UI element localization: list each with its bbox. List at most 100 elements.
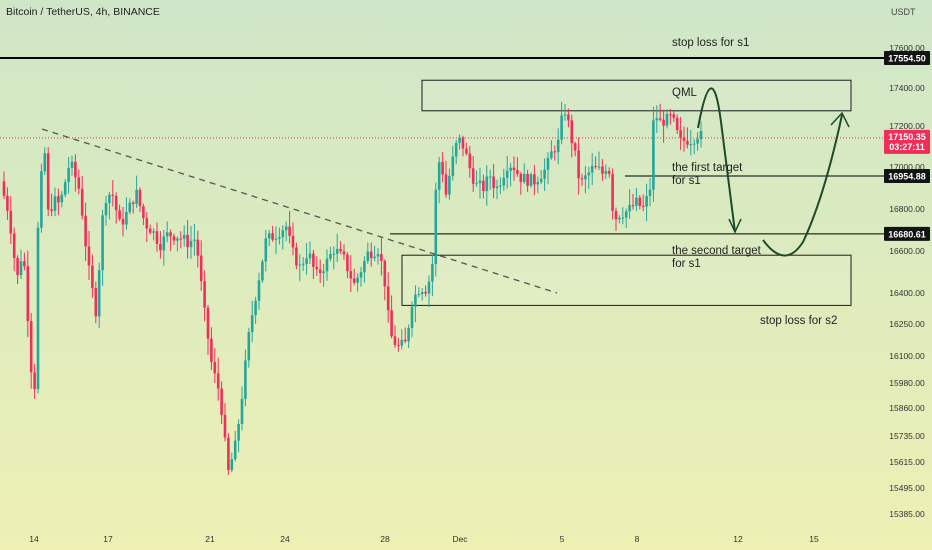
candle-body	[196, 239, 200, 256]
candle-body	[686, 140, 689, 145]
annotation-first-target: the first target	[672, 162, 743, 174]
candle-body	[376, 254, 380, 257]
candle-body	[607, 171, 611, 174]
candle-body	[393, 336, 397, 346]
level-price-label-bg	[884, 226, 930, 241]
candle-body	[356, 277, 359, 283]
candle-body	[12, 233, 16, 259]
candle-body	[213, 361, 217, 374]
candle-body	[567, 114, 570, 121]
candle-body	[121, 219, 125, 225]
candle-body	[669, 114, 672, 116]
candle-body	[611, 173, 614, 211]
candle-body	[57, 196, 60, 203]
candle-body	[176, 238, 179, 241]
candle-body	[628, 205, 631, 212]
candle-body	[179, 238, 183, 240]
annotation-first-target-sub: for s1	[672, 175, 701, 187]
candle-body	[148, 228, 152, 233]
candle-body	[322, 271, 325, 273]
candle-body	[461, 137, 465, 149]
y-tick-label: 17600.00	[889, 43, 925, 53]
candle-body	[451, 156, 455, 177]
candle-body	[264, 238, 268, 262]
candle-body	[492, 176, 495, 189]
candle-body	[261, 261, 264, 281]
candle-body	[550, 151, 553, 158]
candle-body	[604, 171, 608, 174]
candle-body	[193, 239, 196, 241]
candle-body	[692, 143, 696, 145]
candle-body	[315, 266, 319, 270]
candle-body	[6, 195, 9, 211]
s2-zone	[401, 254, 852, 306]
candle-body	[672, 114, 676, 118]
candle-body	[9, 210, 13, 234]
candle-body	[240, 398, 244, 424]
candle-body	[352, 278, 356, 283]
current-price-timer: 03:27:11	[889, 142, 925, 152]
candle-body	[281, 230, 285, 238]
y-tick-label: 16600.00	[889, 246, 925, 256]
candle-body	[169, 232, 172, 237]
candle-body	[570, 120, 574, 144]
candle-body	[580, 178, 584, 180]
candle-body	[23, 261, 26, 267]
current-price-label-bg	[884, 129, 930, 154]
candle-body	[563, 114, 567, 116]
candle-body	[284, 226, 288, 231]
candle-body	[505, 170, 509, 178]
candle-body	[335, 249, 339, 254]
candle-body	[233, 440, 237, 460]
candle-body	[652, 120, 655, 190]
candle-body	[448, 176, 451, 195]
candle-body	[111, 194, 115, 196]
candle-body	[553, 151, 557, 153]
candle-body	[546, 157, 550, 170]
candle-body	[318, 269, 322, 273]
candle-body	[128, 202, 132, 212]
candle-body	[159, 244, 162, 251]
candle-body	[308, 253, 312, 259]
annotation-stop-loss-s2: stop loss for s2	[760, 315, 837, 327]
candle-body	[614, 210, 618, 220]
candle-body	[560, 115, 563, 140]
candle-body	[227, 437, 230, 471]
candle-body	[475, 183, 478, 185]
candle-body	[332, 253, 336, 255]
candle-body	[536, 182, 540, 185]
candle-body	[363, 261, 366, 273]
y-tick-label: 15385.00	[889, 509, 925, 519]
candle-body	[437, 161, 441, 190]
candle-body	[526, 173, 529, 186]
y-tick-label: 16400.00	[889, 288, 925, 298]
candle-body	[468, 153, 472, 169]
candle-body	[699, 131, 703, 139]
candle-body	[36, 227, 40, 390]
candle-body	[458, 137, 461, 143]
annotation-qml: QML	[672, 87, 698, 99]
candle-body	[543, 169, 546, 179]
y-tick-label: 16250.00	[889, 319, 925, 329]
y-tick-label: 17200.00	[889, 121, 925, 131]
candle-body	[594, 166, 597, 168]
candle-body	[40, 171, 43, 228]
candle-body	[386, 286, 390, 311]
candle-body	[601, 166, 604, 174]
candle-body	[104, 203, 108, 216]
candle-body	[403, 339, 407, 342]
candle-body	[206, 307, 210, 339]
candle-body	[26, 266, 30, 322]
candle-body	[80, 188, 84, 216]
candle-body	[495, 186, 499, 189]
candle-body	[631, 205, 635, 207]
candle-body	[696, 138, 699, 144]
candle-body	[312, 253, 315, 267]
candle-body	[274, 238, 278, 240]
candle-body	[84, 215, 87, 247]
candle-body	[182, 234, 186, 239]
x-tick-label: 15	[809, 534, 819, 544]
arrow-down-head	[728, 218, 742, 234]
